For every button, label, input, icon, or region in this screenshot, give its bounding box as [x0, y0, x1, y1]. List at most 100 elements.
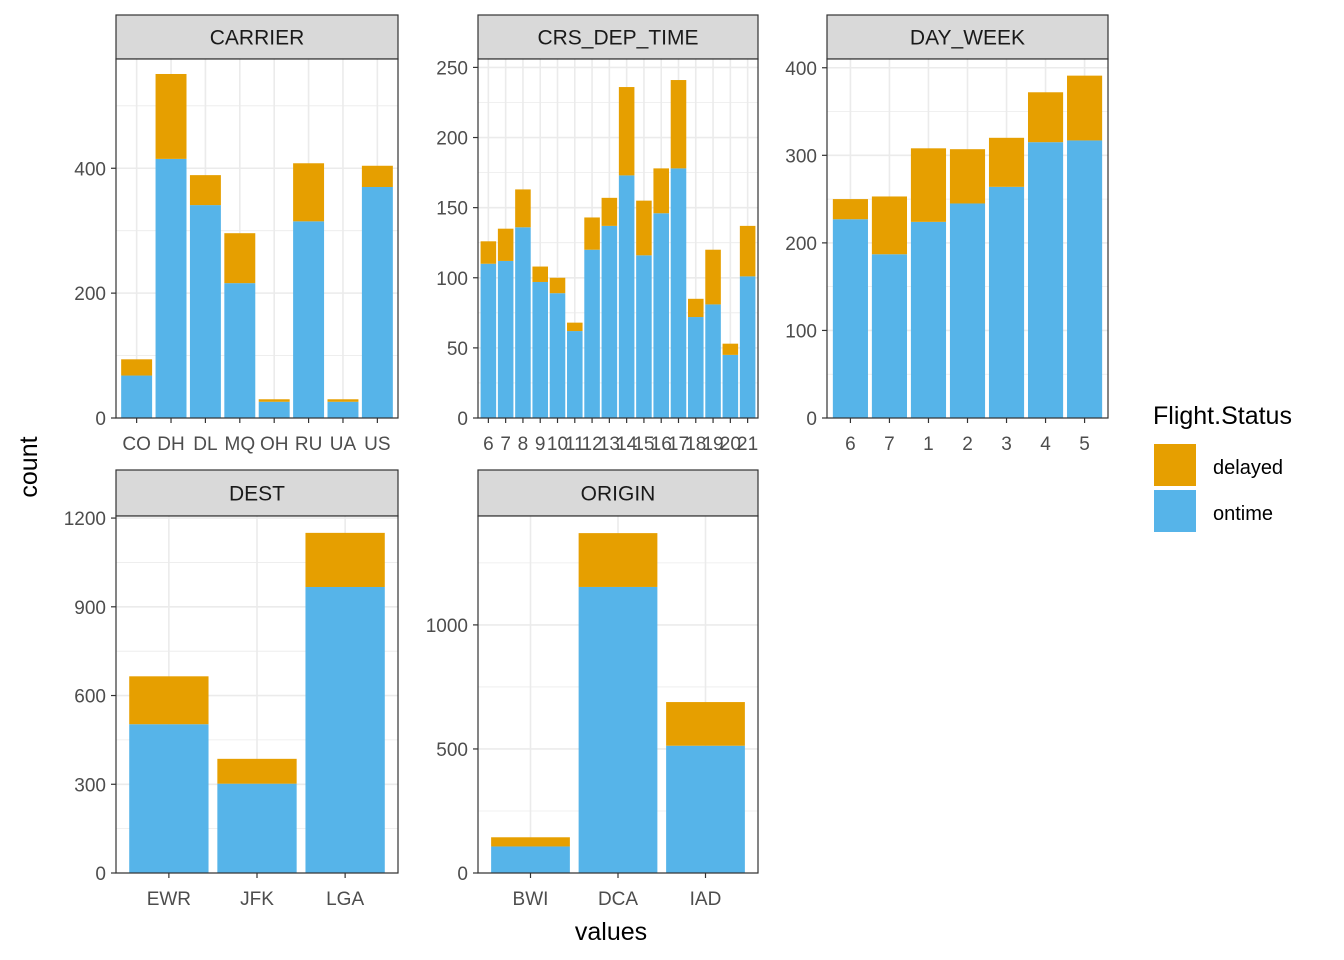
facet-title: CARRIER: [210, 27, 305, 50]
bar-delayed-7: [497, 228, 514, 261]
bar-ontime-iad: [666, 745, 745, 873]
x-tick-label: LGA: [326, 889, 364, 910]
bar-ontime-5: [1067, 140, 1103, 418]
x-tick-label: 9: [535, 434, 546, 455]
bar-delayed-16: [653, 168, 669, 214]
bar-ontime-12: [584, 249, 600, 418]
bar-delayed-iad: [666, 702, 745, 746]
bar-delayed-5: [1067, 75, 1103, 141]
bar-ontime-dca: [578, 586, 658, 873]
x-tick-label: 11: [565, 434, 585, 455]
legend: Flight.Status delayed ontime: [1153, 402, 1292, 532]
x-tick-label: 20: [720, 434, 741, 455]
bar-delayed-ru: [293, 163, 325, 222]
bar-delayed-21: [739, 225, 756, 277]
facet-strip: [115, 14, 399, 60]
bar-delayed-us: [361, 165, 393, 187]
y-tick-label: 300: [785, 146, 817, 167]
bar-ontime-oh: [258, 401, 290, 418]
x-tick-label: US: [364, 434, 390, 455]
x-tick-label: BWI: [513, 889, 549, 910]
bar-ontime-dh: [155, 158, 187, 419]
bar-ontime-10: [549, 293, 566, 418]
bar-ontime-19: [705, 304, 721, 418]
bar-ontime-dl: [189, 205, 221, 418]
facet-strip: [115, 469, 399, 517]
y-tick-label: 1000: [426, 616, 468, 637]
bar-delayed-6: [480, 241, 497, 264]
y-tick-label: 300: [74, 775, 106, 796]
x-tick-label: 13: [599, 434, 620, 455]
bar-delayed-12: [584, 217, 600, 250]
x-tick-label: EWR: [147, 889, 191, 910]
x-tick-label: 6: [845, 434, 856, 455]
bar-ontime-ewr: [129, 724, 209, 873]
bar-delayed-co: [121, 359, 153, 376]
bar-delayed-oh: [258, 399, 290, 402]
bar-ontime-21: [739, 276, 756, 418]
y-tick-label: 500: [436, 740, 468, 761]
x-tick-label: 15: [633, 434, 654, 455]
bar-ontime-15: [636, 255, 652, 418]
x-tick-label: 18: [685, 434, 706, 455]
legend-key-delayed: [1154, 444, 1196, 486]
x-tick-label: 1: [923, 434, 934, 455]
x-tick-label: 7: [884, 434, 895, 455]
x-tick-label: 21: [737, 434, 758, 455]
x-tick-label: 12: [582, 434, 603, 455]
panel-border: [477, 58, 759, 419]
bar-ontime-ru: [293, 221, 325, 418]
bar-ontime-us: [361, 186, 393, 418]
bar-ontime-2: [949, 203, 986, 418]
y-tick-label: 900: [74, 598, 106, 619]
legend-label-ontime: ontime: [1213, 503, 1273, 525]
facet-dest: DEST 0 300 600 900 1200 EWR JFK LGA: [64, 469, 399, 910]
y-tick-label: 600: [74, 687, 106, 708]
x-tick-label: OH: [260, 434, 289, 455]
y-tick-label: 200: [74, 284, 106, 305]
legend-label-delayed: delayed: [1213, 457, 1283, 479]
bar-ontime-6: [480, 263, 497, 418]
bar-ontime-8: [515, 227, 531, 418]
facet-title: DAY_WEEK: [910, 27, 1025, 50]
bar-delayed-11: [567, 322, 583, 332]
x-tick-label: 10: [547, 434, 568, 455]
bar-delayed-4: [1027, 92, 1064, 143]
bar-delayed-20: [722, 343, 739, 355]
bar-ontime-20: [722, 354, 739, 418]
bar-delayed-14: [618, 87, 635, 176]
bar-ontime-3: [988, 186, 1025, 418]
bar-ontime-13: [601, 225, 618, 418]
x-tick-label: DCA: [598, 889, 638, 910]
y-tick-label: 0: [457, 409, 468, 430]
x-tick-label: MQ: [225, 434, 256, 455]
bar-delayed-dh: [155, 73, 187, 159]
bar-delayed-6: [832, 199, 868, 220]
legend-title: Flight.Status: [1153, 402, 1292, 430]
bar-ontime-18: [688, 317, 704, 418]
facet-strip: [477, 469, 759, 517]
y-tick-label: 100: [436, 269, 468, 290]
x-tick-label: 17: [668, 434, 689, 455]
facet-strip: [826, 14, 1109, 60]
y-tick-label: 100: [785, 321, 817, 342]
facet-origin: ORIGIN 0 500 1000 BWI DCA IAD: [426, 469, 759, 910]
bar-delayed-ua: [327, 399, 359, 402]
y-tick-label: 200: [785, 234, 817, 255]
bar-delayed-1: [910, 148, 947, 222]
x-tick-label: DH: [157, 434, 184, 455]
bar-ontime-mq: [224, 283, 256, 418]
y-tick-label: 50: [447, 339, 468, 360]
bar-delayed-17: [670, 80, 687, 169]
x-tick-label: 14: [616, 434, 638, 455]
bar-delayed-jfk: [217, 758, 297, 784]
panel-border: [115, 58, 399, 419]
bar-delayed-15: [636, 200, 652, 256]
x-tick-label: 8: [518, 434, 529, 455]
y-tick-label: 0: [95, 409, 106, 430]
x-tick-label: 16: [651, 434, 672, 455]
bar-ontime-17: [670, 168, 687, 418]
facet-title: DEST: [229, 483, 285, 506]
bar-delayed-mq: [224, 233, 256, 284]
bar-ontime-co: [121, 375, 153, 418]
